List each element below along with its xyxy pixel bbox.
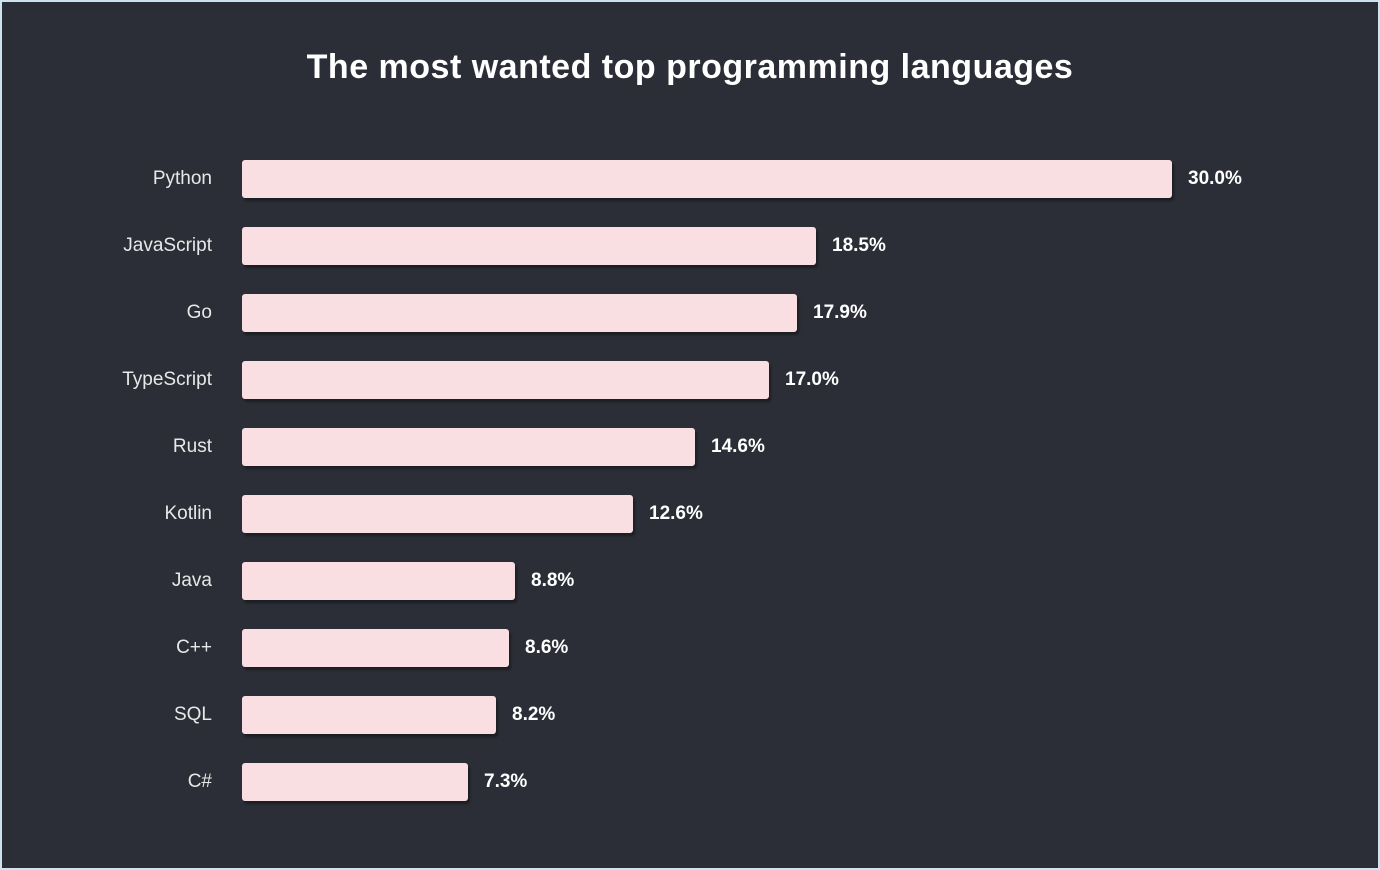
category-label: Kotlin [164,502,212,524]
value-label: 30.0% [1188,167,1242,189]
value-label: 17.9% [813,301,867,323]
value-label: 8.8% [531,569,575,591]
bar [242,561,515,600]
category-label: TypeScript [122,368,212,390]
bar [242,427,695,466]
bar [242,360,769,399]
bar-row: TypeScript 17.0% [2,346,1378,413]
bar-chart: Python 30.0% JavaScript 18.5% Go 17.9% TypeScr… [2,145,1378,815]
category-label: JavaScript [123,234,212,256]
category-label: Java [171,569,212,591]
category-label: SQL [173,703,212,725]
bar-row: Rust 14.6% [2,413,1378,480]
bar-area: 30.0% [242,145,1378,212]
value-label: 14.6% [711,435,765,457]
bar [242,628,509,667]
chart-title: The most wanted top programming language… [306,48,1074,86]
category-label: Rust [172,435,212,457]
bar-area: 8.6% [242,614,1378,681]
value-label: 8.6% [525,636,569,658]
bar-row: Java 8.8% [2,547,1378,614]
category-label: Go [186,301,212,323]
bar [242,159,1172,198]
bar-row: Python 30.0% [2,145,1378,212]
value-label: 17.0% [785,368,839,390]
bar-area: 17.0% [242,346,1378,413]
bar-area: 14.6% [242,413,1378,480]
bar-area: 8.8% [242,547,1378,614]
category-label: C++ [176,636,212,658]
value-label: 7.3% [484,770,528,792]
bar [242,494,633,533]
category-label: C# [187,770,212,792]
bar-row: Kotlin 12.6% [2,480,1378,547]
bar-row: C++ 8.6% [2,614,1378,681]
value-label: 12.6% [649,502,703,524]
bar [242,762,468,801]
bar [242,226,816,265]
bar-row: C# 7.3% [2,748,1378,815]
bar [242,293,797,332]
bar-area: 12.6% [242,480,1378,547]
bar-area: 7.3% [242,748,1378,815]
bar [242,695,496,734]
bar-area: 18.5% [242,212,1378,279]
bar-row: Go 17.9% [2,279,1378,346]
bar-row: JavaScript 18.5% [2,212,1378,279]
bar-area: 17.9% [242,279,1378,346]
category-label: Python [152,167,212,189]
value-label: 18.5% [832,234,886,256]
bar-area: 8.2% [242,681,1378,748]
value-label: 8.2% [512,703,556,725]
bar-row: SQL 8.2% [2,681,1378,748]
